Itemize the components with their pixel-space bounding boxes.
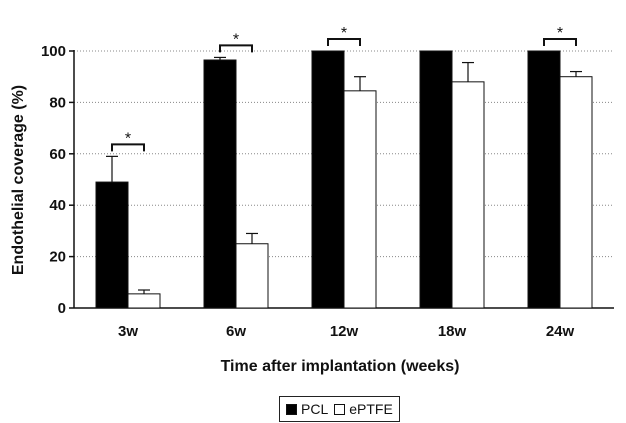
significance-markers: * * * * — [111, 25, 577, 152]
y-axis-title: Endothelial coverage (%) — [10, 85, 27, 275]
significance-bracket-24w — [543, 38, 577, 46]
bar-pcl-24w — [527, 50, 561, 309]
y-tick-label: 100 — [41, 43, 66, 60]
bar-eptfe-12w — [343, 90, 377, 309]
y-tick-label: 80 — [49, 94, 66, 111]
legend-swatch-eptfe — [334, 403, 346, 415]
x-tick-label-3w: 3w — [118, 323, 138, 340]
significance-bracket-6w — [219, 44, 253, 53]
legend-label-eptfe: ePTFE — [349, 401, 393, 417]
legend-item-pcl: PCL — [286, 401, 328, 417]
bar-pcl-6w — [203, 59, 237, 309]
significance-bracket-3w — [111, 143, 145, 152]
x-tick-label-6w: 6w — [226, 323, 246, 340]
bars — [95, 50, 593, 309]
legend: PCL ePTFE — [279, 396, 400, 422]
significance-star-3w: * — [125, 130, 131, 147]
significance-star-6w: * — [233, 31, 239, 48]
bar-eptfe-3w — [127, 293, 161, 309]
bar-eptfe-18w — [451, 81, 485, 309]
error-bars — [106, 56, 582, 294]
x-axis-title: Time after implantation (weeks) — [221, 358, 460, 375]
x-tick-label-18w: 18w — [438, 323, 467, 340]
bar-pcl-18w — [419, 50, 453, 309]
legend-item-eptfe: ePTFE — [334, 401, 393, 417]
bar-chart: 0 20 40 60 80 100 * * * * 3w 6w 12w 18w 24w Time aft… — [10, 25, 614, 375]
bar-pcl-12w — [311, 50, 345, 309]
y-tick-label: 60 — [49, 146, 66, 163]
y-axis-ticks: 0 20 40 60 80 100 — [41, 43, 74, 317]
y-tick-label: 20 — [49, 249, 66, 266]
significance-star-24w: * — [557, 25, 563, 42]
x-tick-label-12w: 12w — [330, 323, 359, 340]
x-axis-ticks: 3w 6w 12w 18w 24w — [118, 323, 575, 340]
y-tick-label: 40 — [49, 197, 66, 214]
significance-star-12w: * — [341, 25, 347, 42]
significance-bracket-12w — [327, 38, 361, 46]
bar-eptfe-6w — [235, 243, 269, 309]
legend-label-pcl: PCL — [301, 401, 329, 417]
bar-pcl-3w — [95, 181, 129, 309]
y-tick-label: 0 — [58, 300, 66, 317]
x-tick-label-24w: 24w — [546, 323, 575, 340]
legend-swatch-pcl — [286, 403, 297, 415]
bar-eptfe-24w — [559, 76, 593, 309]
